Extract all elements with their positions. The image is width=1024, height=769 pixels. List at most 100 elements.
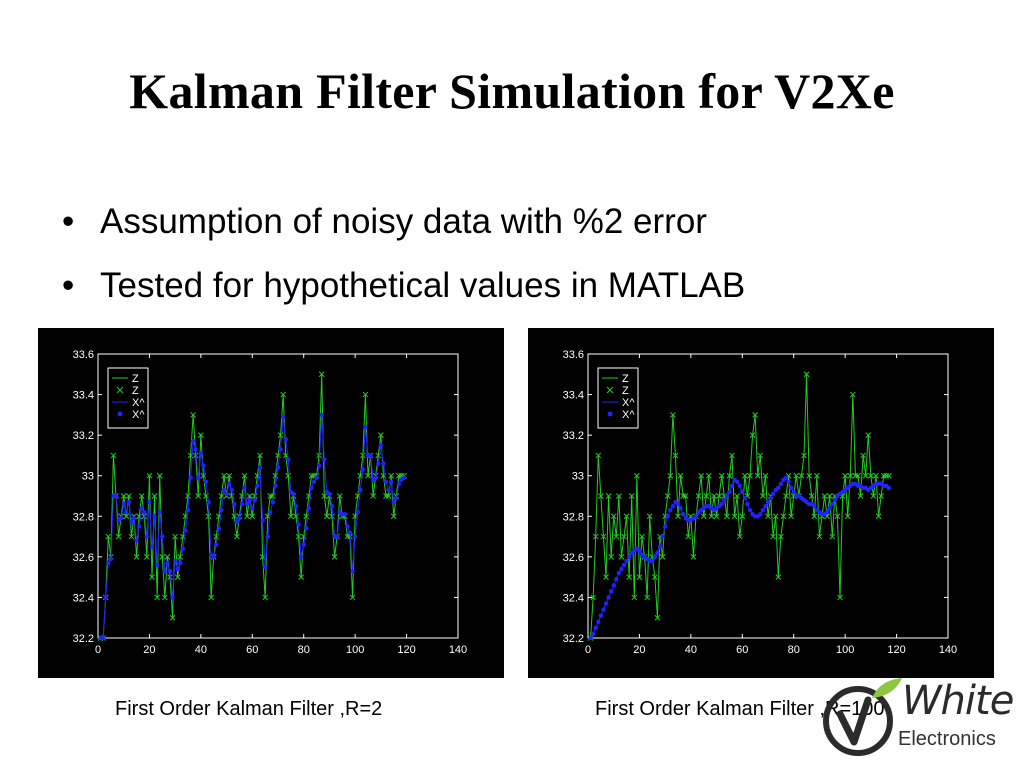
series-z-point [870, 493, 877, 499]
series-xhat-point [270, 499, 276, 505]
series-xhat-point [244, 501, 250, 507]
series-xhat-point [252, 497, 258, 503]
series-z-point [144, 554, 150, 560]
series-z-point [249, 513, 256, 520]
series-z-point [644, 594, 650, 601]
series-z-point [128, 533, 135, 540]
y-tick-label: 33 [82, 471, 94, 483]
series-xhat-point [134, 538, 139, 543]
series-z-point [844, 513, 851, 520]
x-tick-label: 60 [736, 644, 748, 656]
series-xhat-point [601, 607, 606, 612]
series-xhat-point [776, 485, 781, 491]
series-xhat-point [216, 526, 222, 531]
series-z-point [731, 513, 738, 520]
series-z-point [724, 513, 730, 520]
series-z-point [837, 594, 843, 601]
series-z-point [875, 513, 882, 520]
x-tick-label: 80 [788, 644, 800, 656]
series-xhat-point [178, 560, 183, 566]
series-xhat-point [196, 475, 201, 480]
series-z-point [365, 472, 371, 479]
x-tick-label: 20 [143, 644, 155, 656]
series-z-point [349, 594, 356, 601]
logo-word-electronics: Electronics [898, 728, 996, 750]
series-z-point [146, 472, 153, 479]
series-xhat-point [812, 503, 817, 509]
series-xhat-point [652, 554, 658, 560]
legend-entry: Z [132, 385, 139, 397]
series-xhat-point [401, 475, 407, 480]
x-tick-label: 80 [298, 644, 310, 656]
series-xhat-point [242, 485, 247, 491]
series-xhat-point [368, 453, 373, 458]
series-z-point [385, 493, 392, 499]
series-xhat-point [363, 424, 368, 430]
plot-frame [587, 353, 949, 639]
series-z-point [262, 594, 268, 601]
series-z-point [605, 493, 612, 499]
series-z-point [682, 493, 689, 499]
bullet-dot-icon: • [62, 202, 75, 241]
series-xhat-point [760, 508, 766, 513]
series-xhat-point [619, 566, 624, 572]
series-z-point [154, 594, 160, 601]
legend-entry: X^ [132, 409, 145, 421]
logo-mark-icon [823, 678, 902, 756]
x-tick-label: 60 [246, 644, 258, 656]
series-z-point [808, 493, 815, 499]
series-xhat-point [162, 568, 168, 574]
y-tick-label: 32.6 [73, 552, 94, 564]
series-xhat-point [662, 524, 668, 529]
series-xhat-point [614, 576, 619, 582]
series-z-point [123, 513, 130, 520]
series-z-point [252, 493, 258, 499]
x-tick-label: 0 [585, 644, 591, 656]
y-tick-label: 33.2 [563, 430, 584, 442]
series-xhat-point [152, 514, 157, 519]
series-xhat-point [293, 503, 299, 509]
series-xhat-point [229, 487, 234, 493]
series-xhat-point [193, 447, 198, 452]
series-xhat-point [118, 516, 124, 521]
y-tick-label: 32.8 [563, 511, 584, 523]
series-z-point [174, 574, 181, 580]
series-z-point [816, 533, 823, 540]
series-xhat-point [190, 439, 196, 444]
series-z-point [390, 513, 397, 520]
series-z-point [672, 452, 679, 459]
series-z-point [855, 472, 861, 479]
series-z-point [195, 493, 202, 499]
series-xhat-point [237, 516, 242, 521]
series-xhat-point [693, 514, 699, 519]
series-xhat-point [719, 501, 724, 507]
series-xhat-point [144, 534, 150, 539]
series-xhat-point [257, 465, 263, 470]
bullet-text: Assumption of noisy data with %2 error [100, 202, 707, 241]
series-z-point [783, 493, 789, 499]
series-z-point [110, 452, 117, 459]
series-z-point [654, 614, 661, 621]
series-xhat-point [316, 463, 322, 468]
series-z-point [628, 493, 635, 499]
y-tick-label: 33 [572, 471, 584, 483]
series-xhat-point [729, 483, 735, 489]
series-z-point [857, 493, 864, 499]
series-z-point [757, 452, 764, 459]
series-xhat-point [734, 479, 740, 484]
series-z-point [151, 493, 158, 499]
series-z-point [834, 513, 841, 520]
series-z-point [752, 412, 758, 418]
series-z-point [646, 513, 653, 520]
series-z-point [865, 432, 872, 438]
series-z-point [742, 472, 748, 479]
series-z-point [331, 554, 338, 560]
series-z-point [169, 614, 176, 621]
legend-entry: X^ [132, 397, 145, 409]
series-xhat-point [678, 505, 683, 511]
series-z-point [883, 472, 890, 479]
series-xhat-point [121, 501, 126, 507]
series-z-point [623, 513, 630, 520]
series-xhat-point [657, 544, 663, 549]
series-z-point [670, 412, 676, 418]
